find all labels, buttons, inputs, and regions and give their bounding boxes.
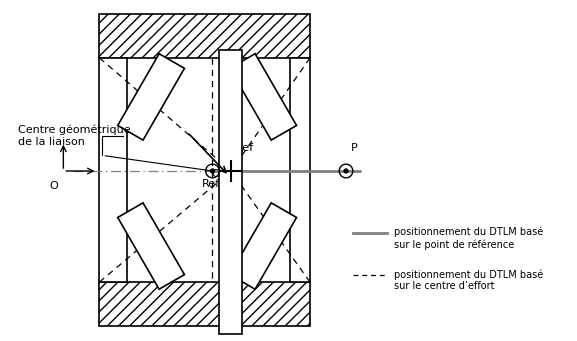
Circle shape: [344, 169, 348, 173]
Bar: [99, 282, 310, 326]
Text: positionnement du DTLM basé
sur le point de référence: positionnement du DTLM basé sur le point…: [394, 227, 543, 250]
Bar: [219, 50, 242, 334]
Text: positionnement du DTLM basé
sur le centre d’effort: positionnement du DTLM basé sur le centr…: [394, 269, 543, 291]
Polygon shape: [230, 203, 297, 289]
Text: P': P': [234, 157, 244, 166]
Bar: [99, 14, 310, 58]
Text: Cg: Cg: [211, 169, 226, 179]
Bar: [99, 58, 127, 282]
Text: O: O: [50, 181, 58, 191]
Polygon shape: [118, 54, 185, 140]
Polygon shape: [230, 54, 297, 140]
Text: Ref': Ref': [202, 179, 223, 189]
Bar: [290, 58, 310, 282]
Text: Centre géométrique
de la liaison: Centre géométrique de la liaison: [17, 125, 130, 147]
Polygon shape: [118, 203, 185, 289]
Text: Ref: Ref: [236, 144, 254, 153]
Text: P: P: [351, 144, 358, 153]
Circle shape: [211, 169, 215, 173]
